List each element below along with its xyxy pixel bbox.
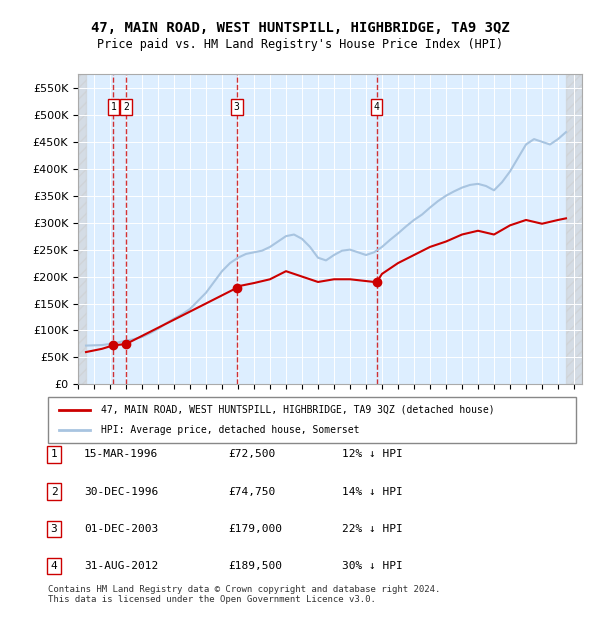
Text: 4: 4 <box>374 102 379 112</box>
Bar <box>566 74 582 384</box>
Bar <box>78 74 86 384</box>
Text: 3: 3 <box>234 102 239 112</box>
Text: 14% ↓ HPI: 14% ↓ HPI <box>342 487 403 497</box>
Text: 30% ↓ HPI: 30% ↓ HPI <box>342 561 403 571</box>
Text: 1: 1 <box>110 102 116 112</box>
Text: 31-AUG-2012: 31-AUG-2012 <box>84 561 158 571</box>
Text: 47, MAIN ROAD, WEST HUNTSPILL, HIGHBRIDGE, TA9 3QZ: 47, MAIN ROAD, WEST HUNTSPILL, HIGHBRIDG… <box>91 21 509 35</box>
Text: 01-DEC-2003: 01-DEC-2003 <box>84 524 158 534</box>
Text: Price paid vs. HM Land Registry's House Price Index (HPI): Price paid vs. HM Land Registry's House … <box>97 38 503 51</box>
Text: HPI: Average price, detached house, Somerset: HPI: Average price, detached house, Some… <box>101 425 359 435</box>
Text: £74,750: £74,750 <box>228 487 275 497</box>
Text: 15-MAR-1996: 15-MAR-1996 <box>84 450 158 459</box>
Text: 47, MAIN ROAD, WEST HUNTSPILL, HIGHBRIDGE, TA9 3QZ (detached house): 47, MAIN ROAD, WEST HUNTSPILL, HIGHBRIDG… <box>101 405 494 415</box>
Text: Contains HM Land Registry data © Crown copyright and database right 2024.
This d: Contains HM Land Registry data © Crown c… <box>48 585 440 604</box>
Text: 1: 1 <box>50 450 58 459</box>
Text: 12% ↓ HPI: 12% ↓ HPI <box>342 450 403 459</box>
Text: 2: 2 <box>50 487 58 497</box>
Text: 3: 3 <box>50 524 58 534</box>
Text: £72,500: £72,500 <box>228 450 275 459</box>
Text: 30-DEC-1996: 30-DEC-1996 <box>84 487 158 497</box>
Text: 22% ↓ HPI: 22% ↓ HPI <box>342 524 403 534</box>
Text: £189,500: £189,500 <box>228 561 282 571</box>
Text: 4: 4 <box>50 561 58 571</box>
Text: 2: 2 <box>123 102 129 112</box>
FancyBboxPatch shape <box>48 397 576 443</box>
Text: £179,000: £179,000 <box>228 524 282 534</box>
